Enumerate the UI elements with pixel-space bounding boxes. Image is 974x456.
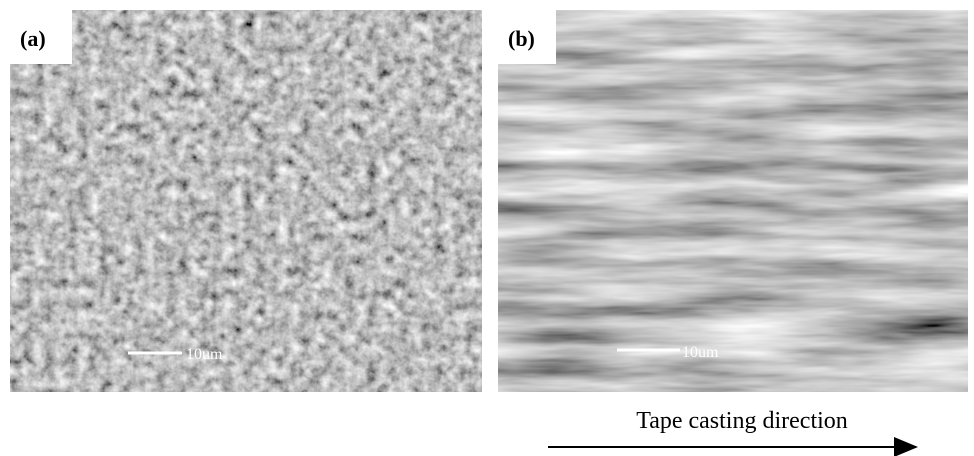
page: (a) 10um (b) 10um Tape casting direction… — [0, 0, 974, 456]
panel-label: (b) — [508, 26, 535, 51]
figure: (a) 10um (b) 10um Tape casting direction — [0, 0, 974, 456]
caption: Tape casting direction — [636, 408, 848, 434]
micrograph-texture — [10, 10, 482, 392]
panel-label: (a) — [20, 26, 46, 51]
micrograph-texture — [498, 10, 968, 392]
scale-label: 10um — [186, 346, 223, 363]
scale-label: 10um — [682, 344, 719, 361]
